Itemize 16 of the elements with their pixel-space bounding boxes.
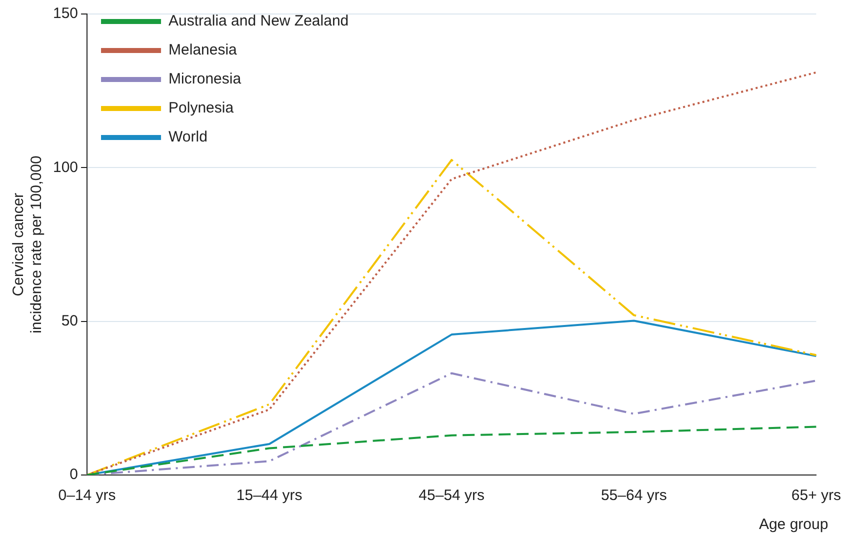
legend-label: Australia and New Zealand	[168, 12, 349, 30]
legend-label: Micronesia	[168, 70, 242, 88]
legend-label: World	[168, 128, 208, 146]
x-tick-label: 0–14 yrs	[58, 487, 116, 504]
y-tick-label: 0	[70, 466, 78, 484]
y-tick-label: 50	[61, 312, 78, 330]
y-tick-label: 100	[52, 158, 78, 176]
x-axis-title: Age group	[758, 516, 828, 533]
y-axis-title: Cervical cancer incidence rate per 100,000	[10, 156, 46, 334]
legend-label: Polynesia	[168, 100, 234, 117]
x-tick-label: 45–54 yrs	[418, 487, 485, 504]
x-tick-label: 65+ yrs	[791, 487, 841, 504]
legend-label: Melanesia	[168, 42, 238, 59]
y-tick-label: 150	[52, 5, 78, 22]
x-tick-label: 55–64 yrs	[600, 487, 667, 504]
x-tick-label: 15–44 yrs	[236, 487, 302, 504]
